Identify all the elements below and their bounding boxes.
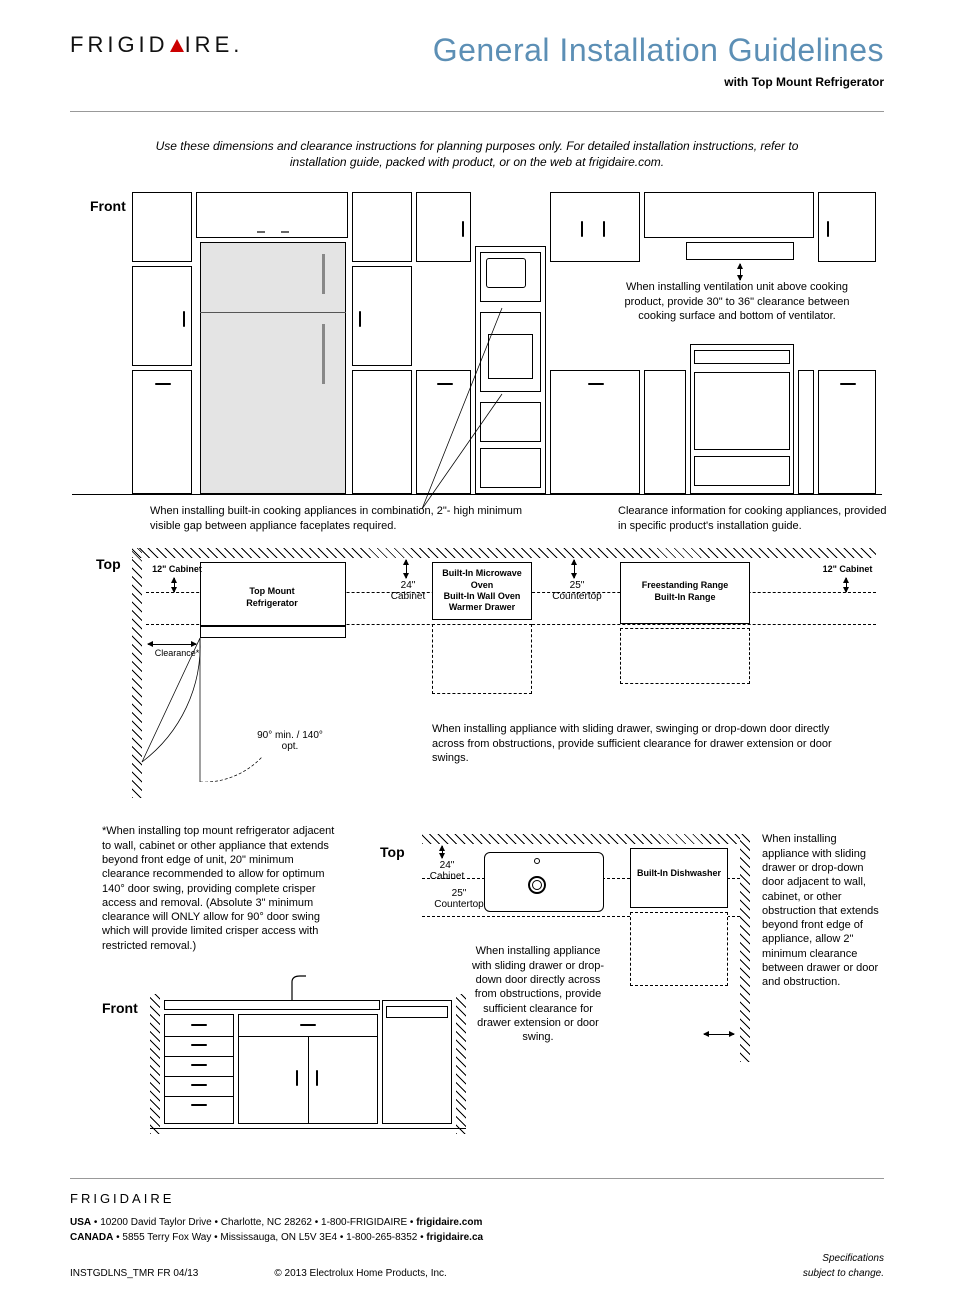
note-builtin-gap: When installing built-in cooking applian… <box>150 504 550 533</box>
footer-usa: USA • 10200 David Taylor Drive • Charlot… <box>70 1215 884 1230</box>
diagram-lower: *When installing top mount refrigerator … <box>72 824 882 1154</box>
note-ventilation: When installing ventilation unit above c… <box>624 280 850 323</box>
note-top-mount: *When installing top mount refrigerator … <box>102 824 338 953</box>
page-subtitle: with Top Mount Refrigerator <box>433 75 884 89</box>
page-title: General Installation Guidelines <box>433 32 884 69</box>
note-sliding-across: When installing appliance with sliding d… <box>470 944 606 1044</box>
view-label-top2: Top <box>380 844 405 860</box>
footer-logo: FRIGIDAIRE <box>70 1189 884 1209</box>
footer-docid: INSTGDLNS_TMR FR 04/13 <box>70 1266 198 1281</box>
footer-canada: CANADA • 5855 Terry Fox Way • Mississaug… <box>70 1230 884 1245</box>
label-countertop25: 25"Countertop <box>542 580 612 602</box>
label-dishwasher: Built-In Dishwasher <box>636 868 722 879</box>
label-builtin-stack: Built-In Microwave Oven Built-In Wall Ov… <box>436 568 528 613</box>
label-cabinet12-r: 12" Cabinet <box>820 564 875 575</box>
label-cabinet12-l: 12" Cabinet <box>152 564 202 575</box>
note-two-inch: When installing appliance with sliding d… <box>762 832 884 989</box>
label-door-angle: 90° min. / 140° opt. <box>250 730 330 752</box>
footer-copyright: © 2013 Electrolux Home Products, Inc. <box>274 1266 446 1281</box>
note-cooking-clearance: Clearance information for cooking applia… <box>618 504 888 533</box>
triangle-icon <box>170 39 184 52</box>
label-freestanding: Freestanding Range Built-In Range <box>628 580 742 603</box>
brand-logo: FRIGIDIRE. <box>70 32 243 58</box>
label-top-mount: Top Mount Refrigerator <box>232 586 312 609</box>
note-sliding: When installing appliance with sliding d… <box>432 722 832 765</box>
label-clearance: Clearance* <box>148 648 206 658</box>
diagram-top-plan: Top 12" Cabinet Top Mount Refrigerator 2… <box>72 544 882 824</box>
footer-disclaimer: Specificationssubject to change. <box>803 1251 884 1281</box>
intro-text: Use these dimensions and clearance instr… <box>130 138 824 170</box>
label-24cabinet-2: 24"Cabinet <box>424 860 470 882</box>
view-label-front2: Front <box>102 1000 138 1016</box>
label-24cabinet: 24"Cabinet <box>388 580 428 602</box>
diagram-front-elevation: Front <box>72 184 882 544</box>
view-label-front: Front <box>90 198 126 214</box>
view-label-top: Top <box>96 556 121 572</box>
page-header: FRIGIDIRE. General Installation Guidelin… <box>70 32 884 112</box>
page-footer: FRIGIDAIRE USA • 10200 David Taylor Driv… <box>70 1178 884 1281</box>
